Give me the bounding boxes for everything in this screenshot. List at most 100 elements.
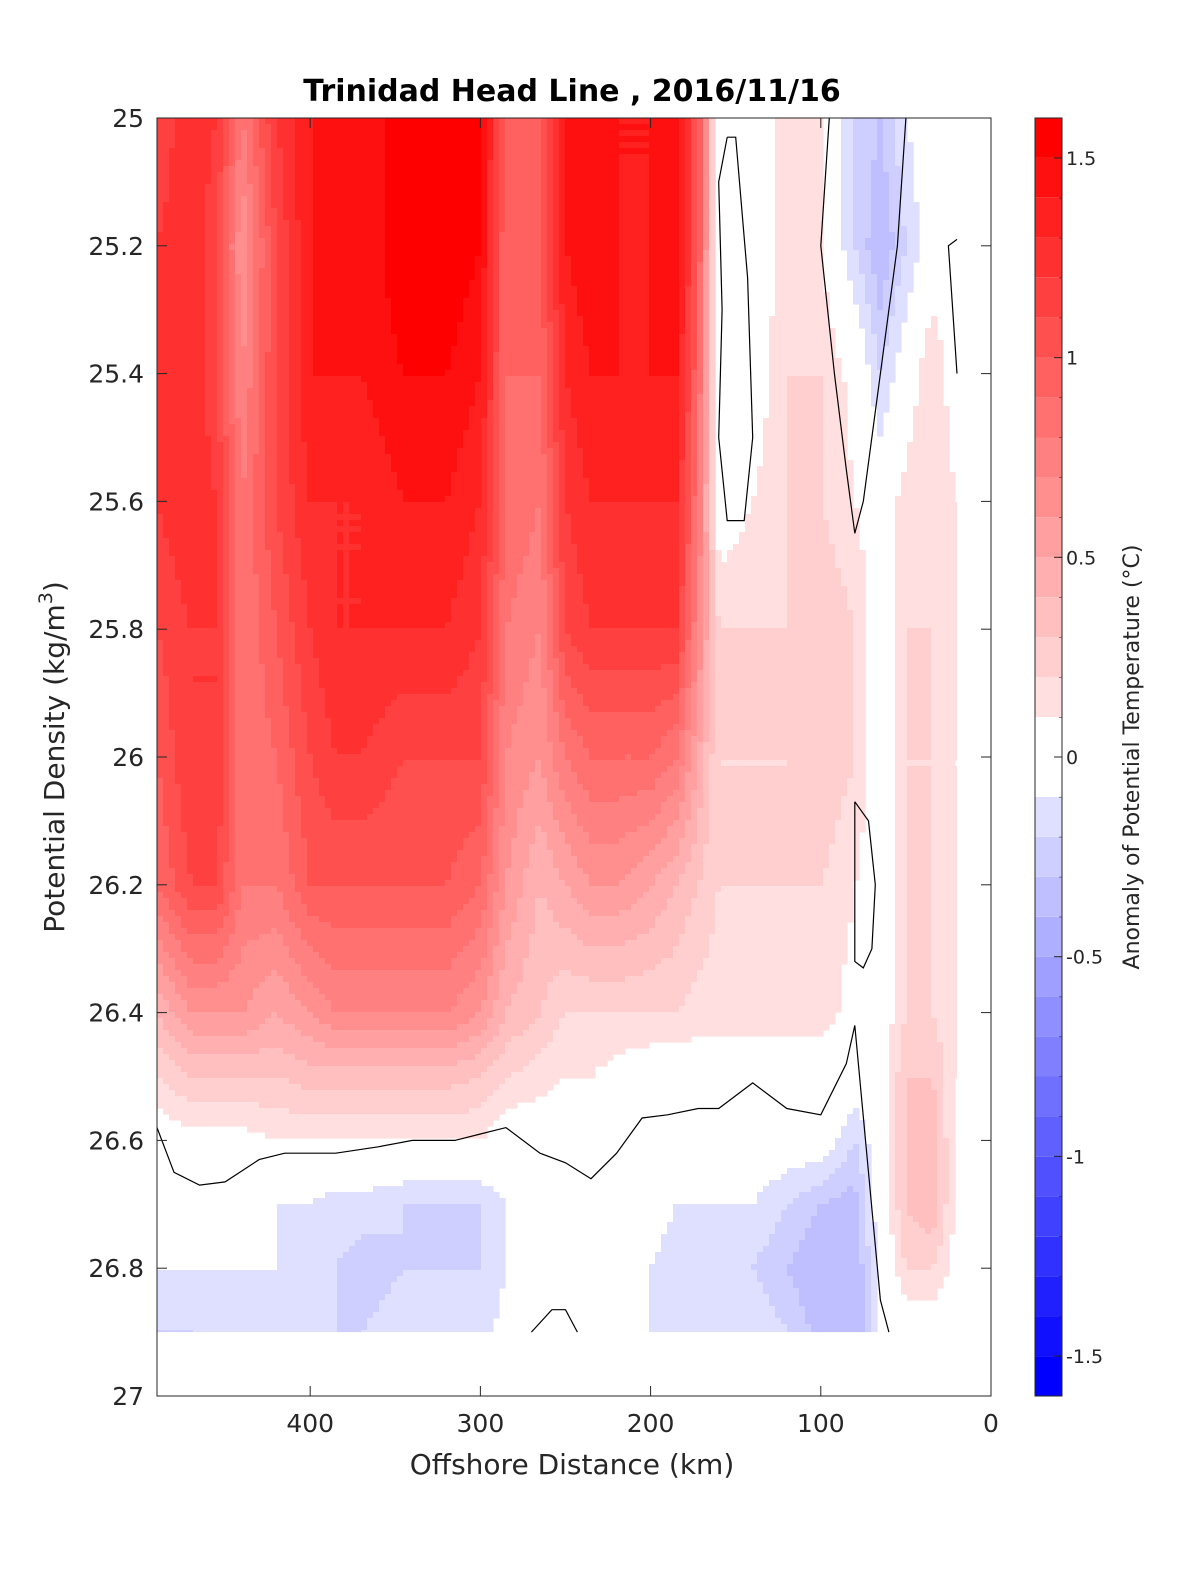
anomaly-cell bbox=[607, 340, 614, 347]
anomaly-cell bbox=[517, 184, 524, 191]
anomaly-cell bbox=[583, 256, 590, 263]
anomaly-cell bbox=[421, 286, 428, 293]
anomaly-cell bbox=[331, 220, 338, 227]
anomaly-cell bbox=[505, 154, 512, 161]
anomaly-cell bbox=[409, 310, 416, 317]
anomaly-cell bbox=[475, 298, 482, 305]
anomaly-cell bbox=[337, 256, 344, 263]
anomaly-cell bbox=[871, 226, 878, 233]
anomaly-cell bbox=[439, 334, 446, 341]
anomaly-cell bbox=[235, 304, 242, 311]
anomaly-cell bbox=[331, 196, 338, 203]
anomaly-cell bbox=[895, 346, 902, 353]
anomaly-cell bbox=[367, 142, 374, 149]
anomaly-cell bbox=[235, 238, 242, 245]
anomaly-cell bbox=[703, 322, 710, 329]
anomaly-cell bbox=[157, 232, 164, 239]
anomaly-cell bbox=[427, 376, 434, 383]
anomaly-cell bbox=[391, 178, 398, 185]
anomaly-cell bbox=[217, 148, 224, 155]
anomaly-cell bbox=[205, 136, 212, 143]
anomaly-cell bbox=[685, 166, 692, 173]
anomaly-cell bbox=[193, 136, 200, 143]
anomaly-cell bbox=[379, 142, 386, 149]
anomaly-cell bbox=[271, 214, 278, 221]
anomaly-cell bbox=[817, 370, 824, 377]
anomaly-cell bbox=[247, 328, 254, 335]
anomaly-cell bbox=[529, 346, 536, 353]
anomaly-cell bbox=[403, 334, 410, 341]
anomaly-cell bbox=[403, 346, 410, 353]
anomaly-cell bbox=[673, 172, 680, 179]
anomaly-cell bbox=[439, 184, 446, 191]
anomaly-cell bbox=[889, 250, 896, 257]
anomaly-cell bbox=[649, 142, 656, 149]
anomaly-cell bbox=[787, 118, 794, 125]
anomaly-cell bbox=[655, 358, 662, 365]
anomaly-cell bbox=[547, 274, 554, 281]
anomaly-cell bbox=[445, 298, 452, 305]
anomaly-cell bbox=[271, 262, 278, 269]
anomaly-cell bbox=[253, 130, 260, 137]
anomaly-cell bbox=[511, 160, 518, 167]
anomaly-cell bbox=[163, 142, 170, 149]
anomaly-cell bbox=[241, 214, 248, 221]
anomaly-cell bbox=[391, 184, 398, 191]
anomaly-cell bbox=[193, 154, 200, 161]
anomaly-cell bbox=[433, 334, 440, 341]
anomaly-cell bbox=[265, 316, 272, 323]
anomaly-cell bbox=[775, 244, 782, 251]
anomaly-cell bbox=[427, 298, 434, 305]
anomaly-cell bbox=[205, 346, 212, 353]
anomaly-cell bbox=[379, 280, 386, 287]
anomaly-cell bbox=[793, 340, 800, 347]
anomaly-cell bbox=[481, 292, 488, 299]
anomaly-cell bbox=[247, 340, 254, 347]
anomaly-cell bbox=[337, 292, 344, 299]
anomaly-cell bbox=[865, 124, 872, 131]
anomaly-cell bbox=[379, 184, 386, 191]
anomaly-cell bbox=[325, 178, 332, 185]
anomaly-cell bbox=[157, 118, 164, 125]
anomaly-cell bbox=[289, 286, 296, 293]
anomaly-cell bbox=[415, 334, 422, 341]
anomaly-cell bbox=[523, 268, 530, 275]
anomaly-cell bbox=[517, 340, 524, 347]
anomaly-cell bbox=[343, 244, 350, 251]
anomaly-cell bbox=[913, 202, 920, 209]
anomaly-cell bbox=[565, 220, 572, 227]
anomaly-cell bbox=[889, 340, 896, 347]
anomaly-cell bbox=[157, 178, 164, 185]
anomaly-cell bbox=[589, 142, 596, 149]
anomaly-cell bbox=[799, 124, 806, 131]
anomaly-cell bbox=[463, 364, 470, 371]
anomaly-cell bbox=[799, 202, 806, 209]
anomaly-cell bbox=[523, 304, 530, 311]
anomaly-cell bbox=[637, 358, 644, 365]
anomaly-cell bbox=[517, 238, 524, 245]
anomaly-cell bbox=[787, 190, 794, 197]
anomaly-cell bbox=[631, 232, 638, 239]
anomaly-cell bbox=[445, 358, 452, 365]
anomaly-cell bbox=[457, 268, 464, 275]
anomaly-cell bbox=[163, 154, 170, 161]
anomaly-cell bbox=[805, 280, 812, 287]
anomaly-cell bbox=[601, 118, 608, 125]
anomaly-cell bbox=[361, 298, 368, 305]
anomaly-cell bbox=[229, 322, 236, 329]
anomaly-cell bbox=[697, 286, 704, 293]
anomaly-cell bbox=[577, 286, 584, 293]
anomaly-cell bbox=[277, 172, 284, 179]
anomaly-cell bbox=[619, 238, 626, 245]
anomaly-cell bbox=[679, 316, 686, 323]
anomaly-cell bbox=[451, 250, 458, 257]
anomaly-cell bbox=[571, 172, 578, 179]
anomaly-cell bbox=[229, 196, 236, 203]
anomaly-cell bbox=[247, 280, 254, 287]
anomaly-cell bbox=[409, 376, 416, 383]
anomaly-cell bbox=[895, 304, 902, 311]
anomaly-cell bbox=[421, 136, 428, 143]
anomaly-cell bbox=[637, 118, 644, 125]
anomaly-cell bbox=[583, 214, 590, 221]
anomaly-cell bbox=[607, 304, 614, 311]
